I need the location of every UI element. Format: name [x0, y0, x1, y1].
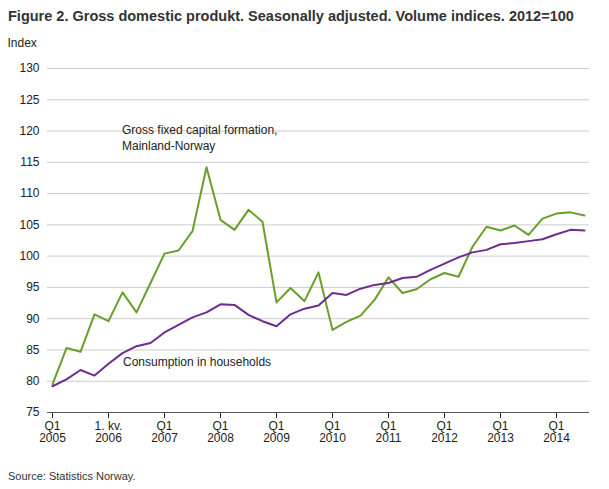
html-text:Gross fixed capital formation,: Gross fixed capital formation, Mainland-… — [122, 123, 278, 153]
svg-text:Q12009: Q12009 — [263, 419, 290, 445]
svg-text:90: 90 — [26, 312, 40, 326]
svg-text:Q12012: Q12012 — [431, 419, 458, 445]
svg-text:105: 105 — [19, 218, 39, 232]
svg-text:130: 130 — [19, 61, 39, 75]
svg-text:85: 85 — [26, 343, 40, 357]
svg-text:Q12011: Q12011 — [376, 419, 402, 445]
svg-text:1. kv.2006: 1. kv.2006 — [95, 419, 123, 445]
svg-text:Q12013: Q12013 — [487, 419, 514, 445]
svg-text:100: 100 — [19, 249, 39, 263]
html-text:Consumption in households: Consumption in households — [123, 355, 272, 369]
svg-text:115: 115 — [20, 155, 39, 169]
svg-text:Index: Index — [8, 36, 37, 50]
svg-text:Q12010: Q12010 — [319, 419, 346, 445]
svg-text:110: 110 — [20, 186, 39, 200]
svg-text:Q12008: Q12008 — [207, 419, 234, 445]
svg-text:Q12005: Q12005 — [39, 419, 66, 445]
html-text:Figure 2. Gross domestic produ: Figure 2. Gross domestic produkt. Season… — [8, 8, 574, 24]
svg-text:Q12007: Q12007 — [151, 419, 178, 445]
svg-text:75: 75 — [26, 405, 40, 419]
svg-text:125: 125 — [19, 93, 39, 107]
svg-text:Q12014: Q12014 — [543, 419, 570, 445]
svg-text:120: 120 — [19, 124, 39, 138]
svg-text:95: 95 — [26, 280, 40, 294]
html-text:Source: Statistics Norway.: Source: Statistics Norway. — [8, 470, 136, 482]
svg-text:80: 80 — [26, 374, 40, 388]
